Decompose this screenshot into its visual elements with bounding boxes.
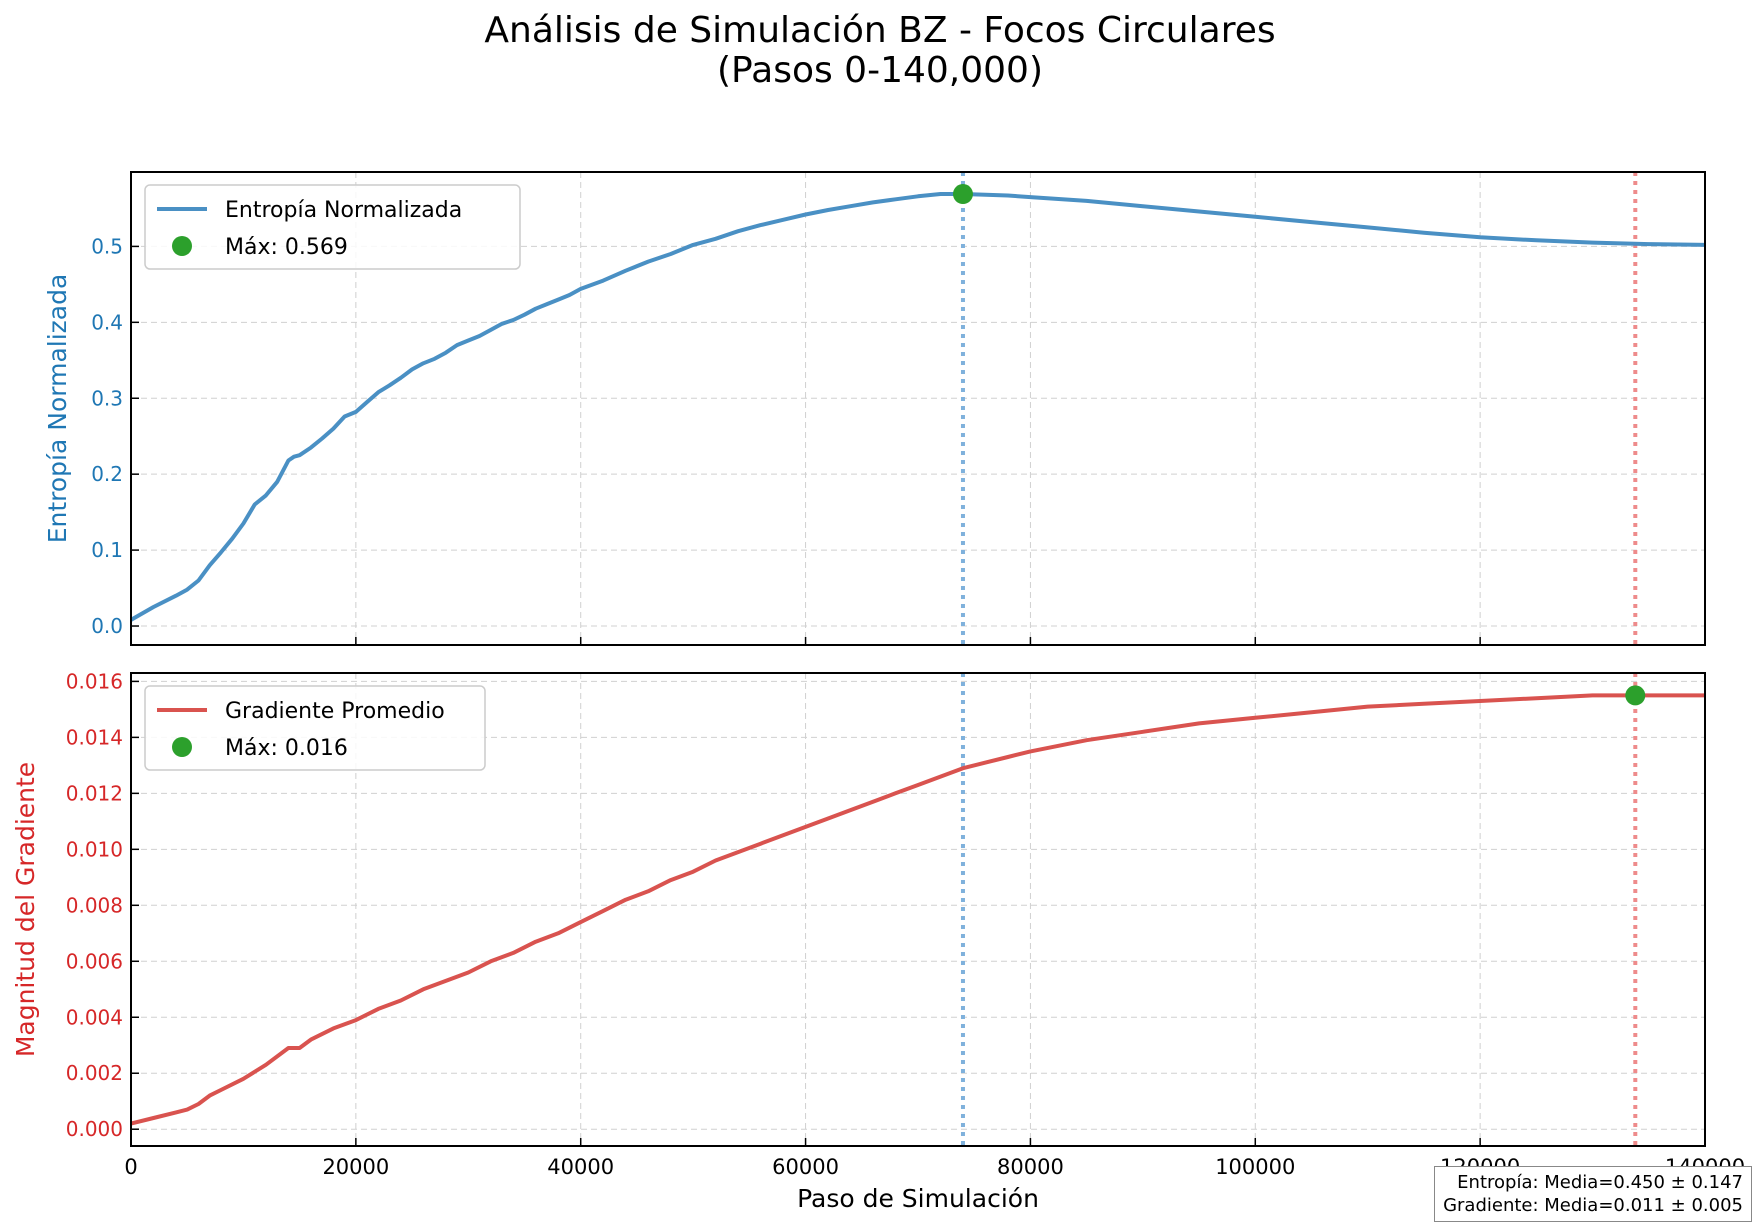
- gradient-ytick-label: 0.012: [66, 781, 123, 805]
- gradient-ytick-label: 0.000: [66, 1117, 123, 1141]
- entropy-ytick-label: 0.5: [91, 234, 123, 258]
- gradient-ytick-label: 0.002: [66, 1061, 123, 1085]
- gradient-series-line: [130, 693, 1705, 1126]
- gradient-ytick-label: 0.010: [66, 837, 123, 861]
- entropy-ytick-label: 0.2: [91, 462, 123, 486]
- gradient-xtick-label: 100000: [1215, 1155, 1295, 1179]
- gradient-ytick-label: 0.006: [66, 949, 123, 973]
- entropy-legend-box: [144, 184, 521, 270]
- gradient-xtick-label: 80000: [997, 1155, 1064, 1179]
- stats-box: Entropía: Media=0.450 ± 0.147 Gradiente:…: [1434, 1166, 1752, 1222]
- gradient-xtick-label: 0: [124, 1155, 137, 1179]
- gradient-legend-marker-swatch: [172, 737, 192, 757]
- gradient-ytick-label: 0.016: [66, 669, 123, 693]
- gradient-axes-frame: [130, 672, 1706, 1147]
- gradient-legend-max-label: Máx: 0.016: [225, 736, 348, 761]
- gradient-ytick-label: 0.004: [66, 1005, 123, 1029]
- gradient-legend-box: [144, 685, 486, 771]
- gradient-legend-series-label: Gradiente Promedio: [225, 699, 445, 724]
- gradient-xtick-label: 40000: [547, 1155, 614, 1179]
- stats-entropy: Entropía: Media=0.450 ± 0.147: [1457, 1172, 1743, 1193]
- entropy-series-line: [130, 192, 1706, 622]
- entropy-ytick-label: 0.1: [91, 538, 123, 562]
- gradient-ylabel: Magnitud del Gradiente: [11, 762, 40, 1057]
- figure-title-line1: Análisis de Simulación BZ - Focos Circul…: [484, 10, 1276, 51]
- entropy-legend-marker-swatch: [172, 236, 192, 256]
- entropy-axes-frame: [130, 171, 1706, 646]
- entropy-ylabel: Entropía Normalizada: [43, 274, 72, 544]
- entropy-ytick-label: 0.0: [91, 614, 123, 638]
- entropy-ytick-label: 0.3: [91, 386, 123, 410]
- gradient-xtick-label: 60000: [772, 1155, 839, 1179]
- entropy-max-point: [952, 184, 973, 205]
- entropy-legend-max-label: Máx: 0.569: [225, 235, 348, 260]
- entropy-legend-series-label: Entropía Normalizada: [225, 198, 462, 223]
- gradient-xlabel: Paso de Simulación: [797, 1184, 1039, 1213]
- figure-title-line2: (Pasos 0-140,000): [717, 50, 1043, 91]
- gradient-ytick-label: 0.014: [66, 725, 123, 749]
- gradient-xtick-label: 20000: [322, 1155, 389, 1179]
- stats-gradient: Gradiente: Media=0.011 ± 0.005: [1443, 1195, 1743, 1216]
- gradient-ytick-label: 0.008: [66, 893, 123, 917]
- entropy-ytick-label: 0.4: [91, 310, 123, 334]
- gradient-max-point: [1625, 685, 1646, 706]
